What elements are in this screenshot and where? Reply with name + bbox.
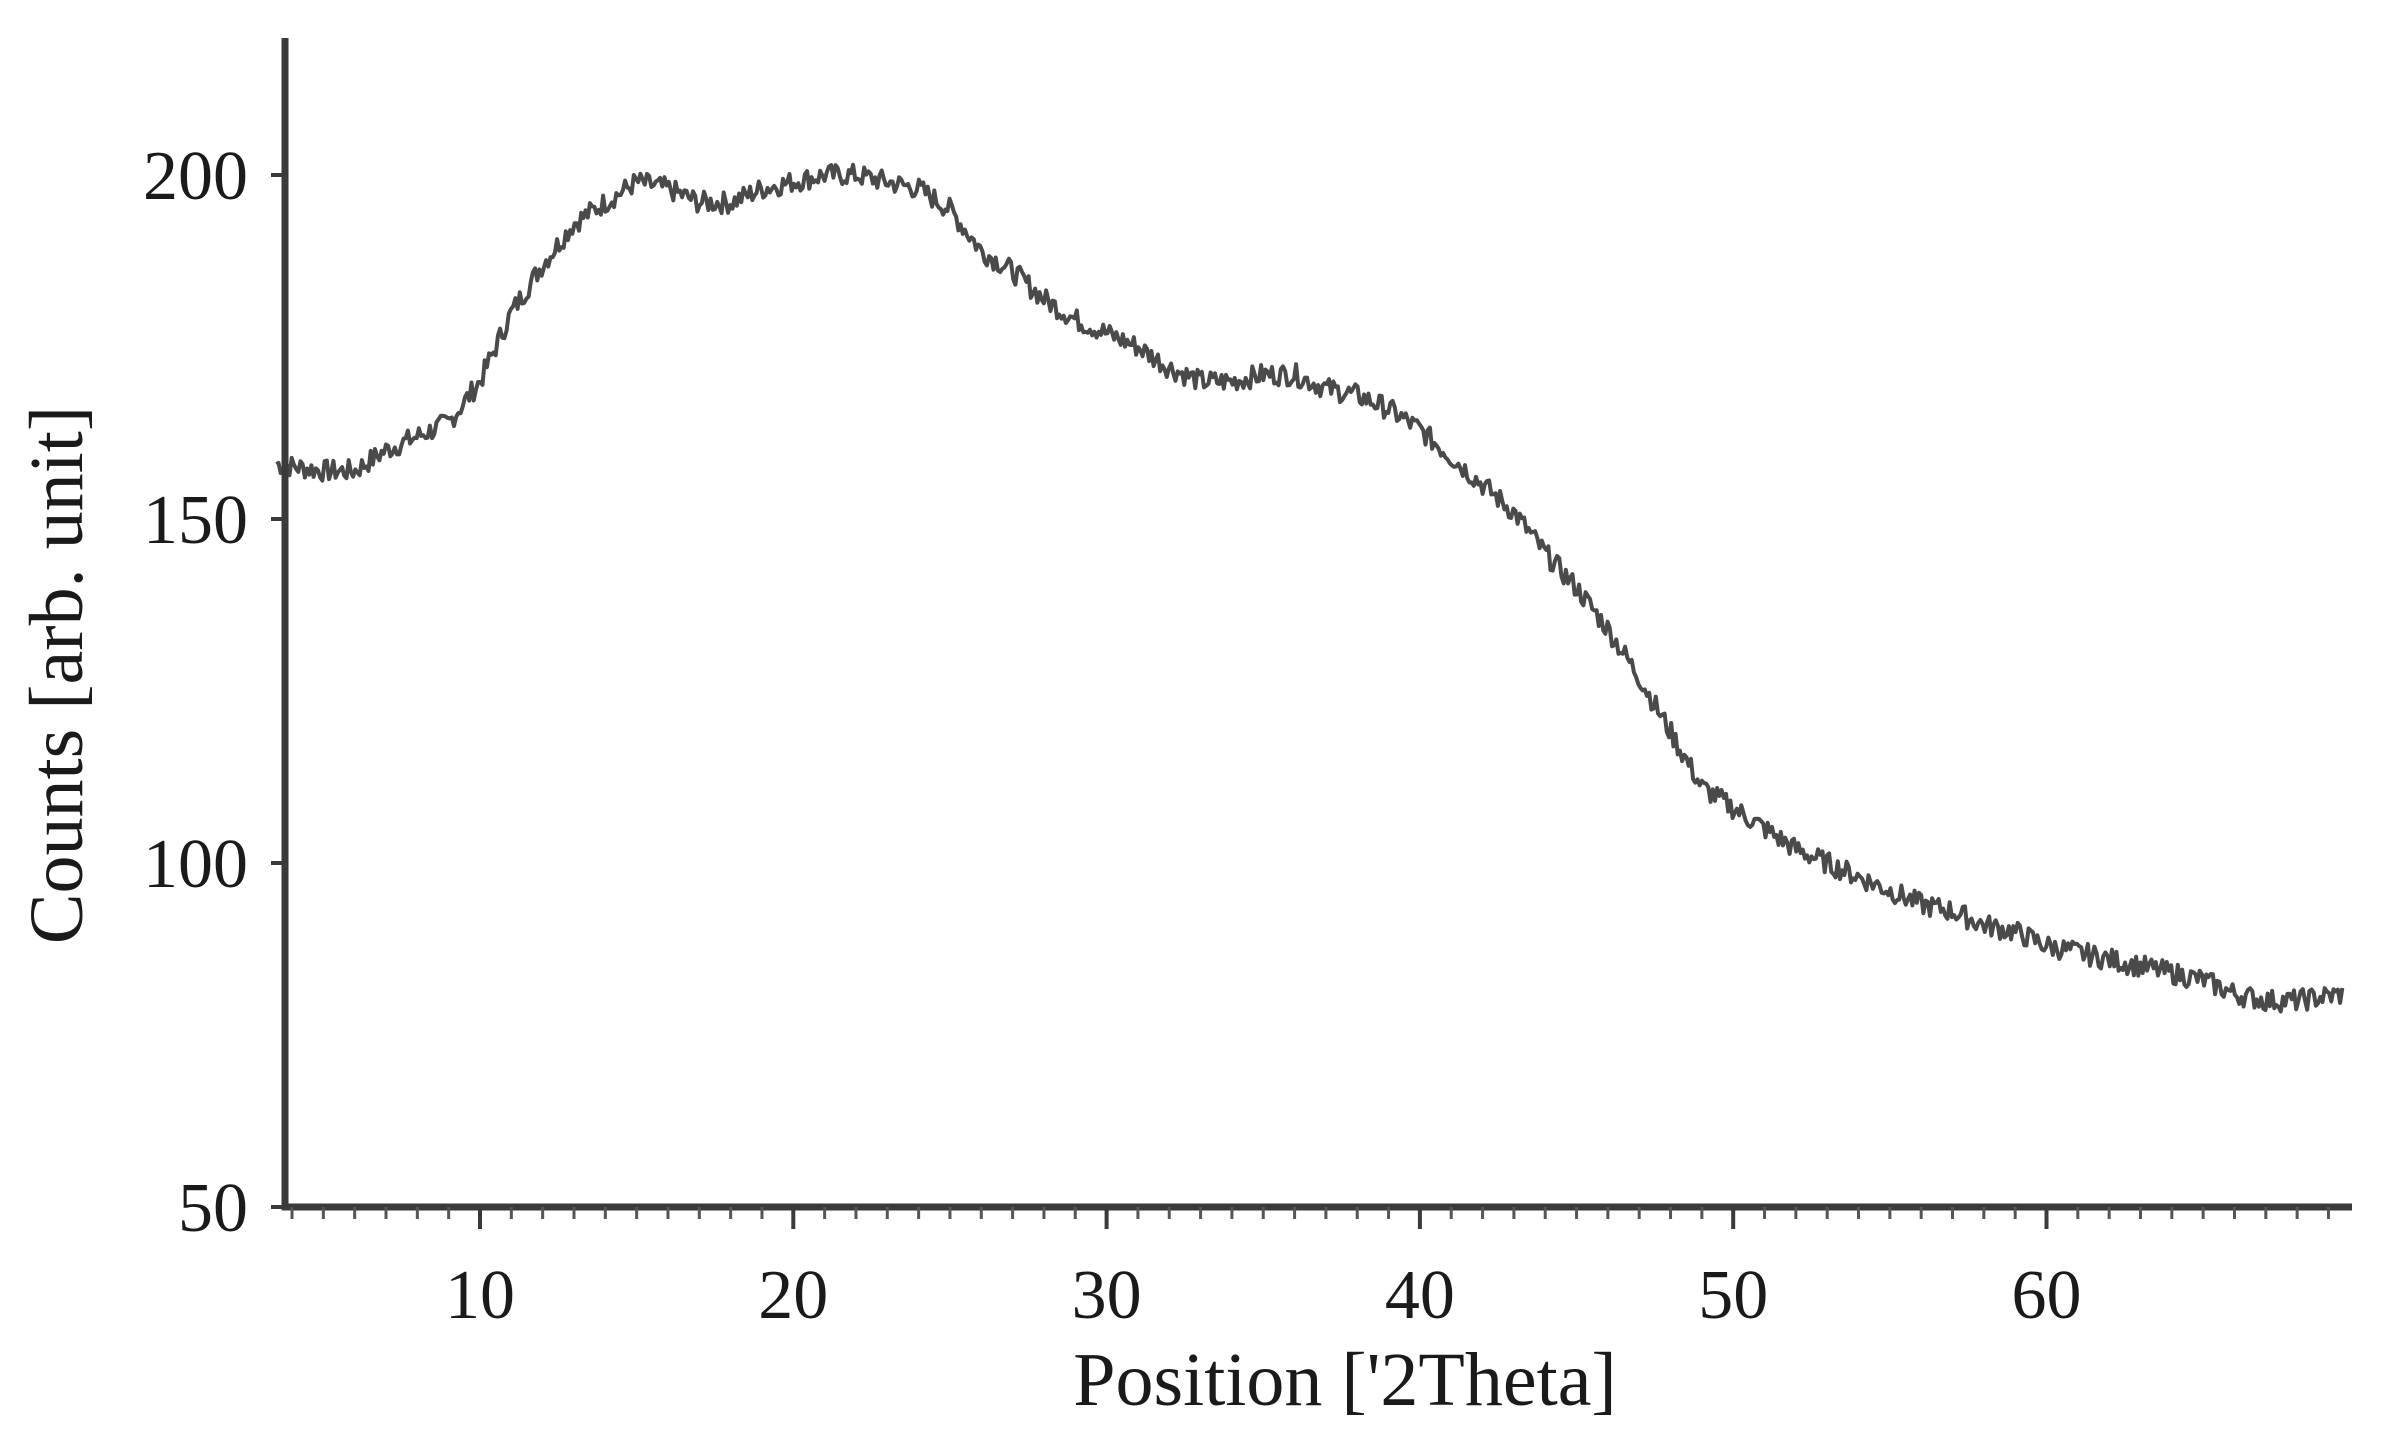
x-major-ticks <box>478 1207 2049 1229</box>
x-tick-labels: 10 20 30 40 50 60 <box>445 1257 2082 1334</box>
x-tick-label: 20 <box>758 1257 828 1334</box>
y-tick-labels: 50 100 150 200 <box>143 138 248 1247</box>
x-minor-ticks <box>290 1207 2330 1219</box>
x-axis-title: Position ['2Theta] <box>1073 1338 1617 1422</box>
plot-lines <box>275 162 2345 1014</box>
y-tick-label: 100 <box>143 826 248 903</box>
y-tick-label: 150 <box>143 482 248 559</box>
y-tick-label: 50 <box>178 1170 248 1247</box>
x-tick-label: 40 <box>1385 1257 1455 1334</box>
y-ticks <box>271 173 285 1209</box>
x-tick-label: 10 <box>445 1257 515 1334</box>
y-axis-title: Counts [arb. unit] <box>15 406 99 944</box>
x-tick-label: 50 <box>1698 1257 1768 1334</box>
y-tick-label: 200 <box>143 138 248 215</box>
series-line <box>275 162 2345 1014</box>
x-tick-label: 30 <box>1072 1257 1142 1334</box>
x-tick-label: 60 <box>2012 1257 2082 1334</box>
